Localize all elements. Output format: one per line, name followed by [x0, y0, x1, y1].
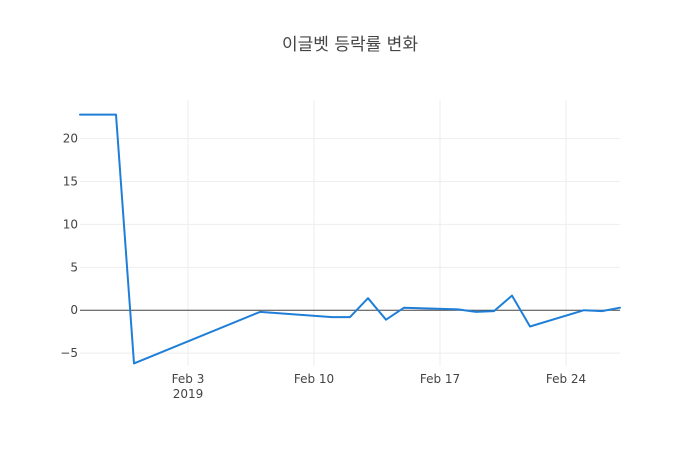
plot-area: [79, 100, 621, 366]
y-grid: [80, 138, 620, 354]
series-line: [79, 113, 621, 365]
chart-title: 이글벳 등락률 변화: [282, 35, 418, 55]
y-tick-label: 10: [63, 217, 78, 231]
x-tick-label: Feb 24: [546, 372, 586, 386]
y-tick-label: −5: [60, 346, 78, 360]
x-grid: [187, 100, 567, 366]
x-tick-label: Feb 17: [420, 372, 460, 386]
x-tick-label: Feb 3: [172, 372, 205, 386]
x-tick-sublabel: 2019: [173, 387, 204, 401]
y-tick-label: 0: [70, 303, 78, 317]
y-tick-label: 15: [63, 175, 78, 189]
y-tick-label: 5: [70, 260, 78, 274]
x-tick-label: Feb 10: [294, 372, 334, 386]
series-group: [79, 113, 621, 365]
y-axis: −5 0 5 10 15 20: [60, 132, 78, 361]
y-tick-label: 20: [63, 132, 78, 146]
